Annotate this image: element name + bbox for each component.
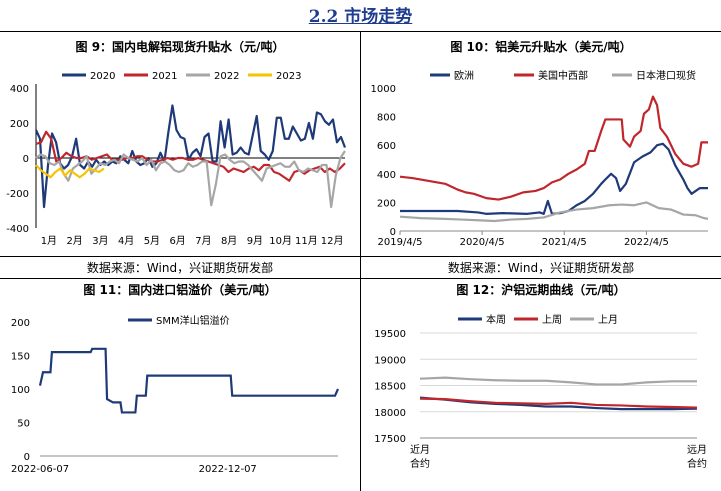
fig12-series-上月	[419, 376, 697, 386]
fig9-series-2020	[35, 104, 347, 209]
fig10-series-欧洲	[400, 142, 708, 215]
fig9-y-tick: 200	[10, 119, 29, 130]
fig9-x-tick: 9月	[247, 235, 263, 247]
fig9-legend-label-2021: 2021	[152, 71, 177, 82]
fig9-y-tick: -200	[6, 189, 29, 200]
fig9-y-tick: -400	[6, 224, 29, 235]
fig12-y-tick: 18000	[374, 408, 406, 419]
divider-vertical	[360, 31, 361, 491]
fig12-x-tick: 远月	[687, 444, 707, 456]
fig9-x-tick: 3月	[92, 235, 108, 247]
fig9-x-tick: 12月	[321, 235, 344, 247]
fig11-y-tick: 0	[24, 452, 30, 463]
fig12-legend-label-上月: 上月	[598, 314, 618, 326]
fig9-y-tick: 0	[23, 154, 29, 165]
fig10-y-tick: 1000	[371, 84, 396, 95]
fig9-legend-label-2022: 2022	[214, 71, 239, 82]
fig9-x-tick: 7月	[195, 235, 211, 247]
fig12-x-tick: 近月	[410, 443, 430, 456]
fig11-y-tick: 200	[11, 318, 30, 329]
fig10-legend-label-美国中西部: 美国中西部	[538, 69, 588, 82]
fig10-y-tick: 200	[377, 198, 396, 209]
fig9-x-tick: 10月	[269, 235, 292, 247]
fig9-series-2022	[35, 150, 346, 209]
fig12-legend-label-上周: 上周	[542, 314, 562, 326]
fig11-series-line	[38, 347, 340, 414]
fig11-y-tick: 100	[11, 385, 30, 396]
fig12-y-tick: 19000	[374, 355, 406, 366]
fig9-title: 图 9：国内电解铝现货升贴水（元/吨）	[75, 40, 285, 54]
fig12-x-tick: 合约	[687, 457, 707, 470]
fig9-x-tick: 2月	[66, 235, 82, 247]
fig9-source: 数据来源：Wind，兴证期货研发部	[86, 261, 274, 275]
fig10-y-tick: 400	[377, 170, 396, 181]
fig10-legend-label-日本港口现货: 日本港口现货	[636, 69, 696, 82]
fig10-legend-label-欧洲: 欧洲	[454, 70, 474, 82]
fig12-y-tick: 17500	[374, 434, 406, 445]
fig10-x-tick: 2020/4/5	[460, 237, 505, 248]
fig10-source: 数据来源：Wind，兴证期货研发部	[447, 261, 635, 275]
fig10-title: 图 10：铝美元升贴水（美元/吨）	[450, 40, 632, 54]
fig12-legend-label-本周: 本周	[486, 313, 506, 326]
fig10-y-tick: 800	[377, 113, 396, 124]
fig10-y-tick: 600	[377, 141, 396, 152]
fig9-x-tick: 8月	[221, 235, 237, 247]
fig9-legend-label-2023: 2023	[276, 71, 301, 82]
fig10-x-tick: 2019/4/5	[378, 237, 423, 248]
fig10-series-美国中西部	[399, 95, 708, 201]
fig9-series-2023	[35, 164, 105, 179]
section-title: 2.2 市场走势	[308, 7, 413, 27]
fig9-x-tick: 5月	[144, 235, 160, 247]
fig11-x-tick: 2022-06-07	[11, 464, 69, 475]
fig9-legend-label-2020: 2020	[90, 71, 115, 82]
fig9-x-tick: 4月	[118, 235, 134, 247]
fig10-y-tick: 0	[390, 227, 396, 238]
fig11-title: 图 11：国内进口铝溢价（美元/吨）	[83, 283, 277, 297]
fig12-y-tick: 18500	[374, 382, 406, 393]
fig11-y-tick: 150	[11, 352, 30, 363]
fig12-series-上周	[419, 397, 698, 409]
fig12-y-tick: 19500	[374, 329, 406, 340]
fig11-x-tick: 2022-12-07	[199, 464, 257, 475]
fig11-y-tick: 50	[17, 419, 30, 430]
fig9-x-tick: 1月	[41, 235, 57, 247]
fig9-x-tick: 11月	[295, 235, 318, 247]
fig12-x-tick: 合约	[410, 457, 430, 470]
fig12-title: 图 12：沪铝远期曲线（元/吨）	[456, 283, 626, 297]
fig10-x-tick: 2022/4/5	[624, 237, 669, 248]
fig11-legend-label: SMM洋山铝溢价	[156, 314, 230, 327]
fig9-x-tick: 6月	[169, 235, 185, 247]
fig10-x-tick: 2021/4/5	[542, 237, 587, 248]
fig10-series-日本港口现货	[399, 201, 709, 223]
fig9-y-tick: 400	[10, 84, 29, 95]
